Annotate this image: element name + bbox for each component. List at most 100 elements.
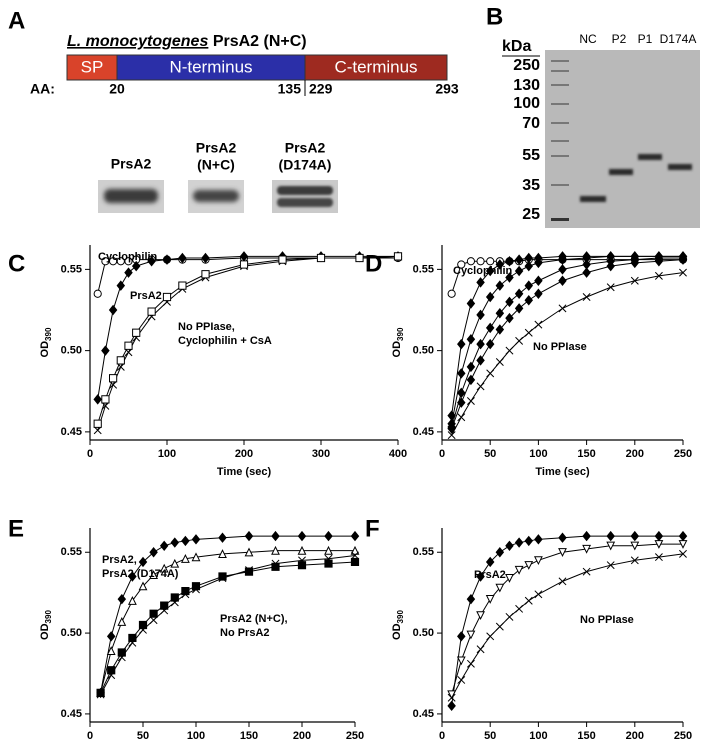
marker — [534, 257, 543, 269]
y-axis-label: OD390 — [39, 610, 53, 640]
x-tick-label: 250 — [674, 730, 692, 742]
domain-label: SP — [81, 57, 104, 76]
kda-marker: 250 — [513, 57, 540, 74]
lane-label: NC — [579, 32, 597, 46]
y-axis-label: OD390 — [39, 327, 53, 357]
marker — [582, 567, 591, 576]
series-line — [451, 553, 684, 698]
series-line — [100, 554, 356, 695]
x-tick-label: 0 — [87, 448, 93, 460]
marker — [160, 606, 169, 615]
marker — [447, 700, 456, 712]
marker — [630, 556, 639, 565]
kda-marker: 35 — [522, 177, 540, 194]
marker — [606, 530, 615, 542]
y-axis-label-sub: 390 — [396, 327, 405, 341]
marker — [138, 556, 148, 568]
marker — [630, 541, 640, 551]
marker — [476, 257, 485, 266]
marker — [514, 288, 524, 299]
marker — [218, 532, 227, 543]
marker — [457, 387, 466, 399]
gel-band — [580, 196, 606, 202]
series-line — [451, 255, 683, 424]
marker — [278, 255, 287, 264]
marker — [117, 648, 126, 657]
lane-label: D174A — [660, 32, 697, 46]
x-tick-label: 200 — [626, 730, 644, 742]
series-line — [451, 255, 683, 416]
series-line — [451, 257, 683, 428]
aa-position: 229 — [309, 81, 333, 97]
marker — [606, 561, 615, 570]
blot-band — [193, 190, 239, 202]
y-tick-label: 0.45 — [61, 426, 82, 438]
annotation: No PPIase — [533, 341, 587, 353]
marker — [457, 676, 466, 684]
panel-label: C — [8, 250, 25, 277]
y-tick-label: 0.45 — [413, 426, 434, 438]
marker — [106, 631, 116, 642]
marker — [505, 574, 514, 583]
marker — [324, 545, 333, 555]
x-tick-label: 200 — [293, 730, 311, 742]
kda-marker: 55 — [522, 147, 540, 164]
lane-label: P1 — [638, 32, 653, 46]
marker — [558, 304, 567, 313]
marker — [485, 322, 495, 334]
marker — [630, 276, 639, 285]
ladder — [551, 60, 569, 221]
marker — [350, 545, 360, 555]
series-line — [100, 561, 356, 694]
aa-position: 135 — [278, 81, 302, 97]
marker — [117, 653, 126, 662]
marker — [534, 275, 543, 286]
marker — [654, 540, 664, 549]
marker — [630, 530, 640, 542]
blot-label: PrsA2 — [196, 140, 237, 156]
marker — [149, 616, 158, 625]
marker — [524, 260, 534, 272]
marker — [109, 374, 118, 383]
marker — [138, 581, 148, 591]
y-tick-label: 0.55 — [413, 546, 434, 558]
marker — [180, 553, 190, 563]
marker — [495, 583, 505, 593]
marker — [124, 257, 133, 266]
x-axis-label: Time (sec) — [535, 466, 590, 478]
marker — [476, 338, 485, 350]
marker — [159, 540, 169, 551]
x-tick-label: 100 — [529, 448, 547, 460]
series-line — [100, 535, 355, 693]
marker — [181, 535, 190, 547]
marker — [466, 659, 475, 668]
marker — [505, 346, 514, 355]
marker — [582, 267, 591, 278]
marker — [170, 593, 179, 602]
domain-c — [304, 54, 448, 81]
marker — [505, 296, 514, 308]
marker — [239, 260, 249, 269]
domain-sp — [66, 54, 118, 81]
marker — [178, 252, 187, 264]
marker — [124, 341, 133, 350]
marker — [201, 270, 210, 279]
x-tick-label: 50 — [484, 730, 496, 742]
marker — [181, 590, 190, 599]
gel-band — [609, 169, 633, 175]
protein: PrsA2 (N+C) — [213, 33, 307, 50]
marker — [466, 361, 476, 373]
marker — [117, 617, 127, 626]
marker — [654, 553, 663, 562]
marker — [138, 620, 148, 630]
marker — [679, 549, 687, 558]
panel-label: D — [365, 250, 382, 277]
marker — [476, 309, 485, 321]
marker — [131, 260, 141, 272]
marker — [101, 395, 110, 404]
y-tick-label: 0.50 — [61, 345, 82, 357]
y-axis-label-main: OD — [391, 341, 403, 358]
annotation: Cyclophilin — [453, 265, 513, 277]
y-tick-label: 0.55 — [61, 546, 82, 558]
